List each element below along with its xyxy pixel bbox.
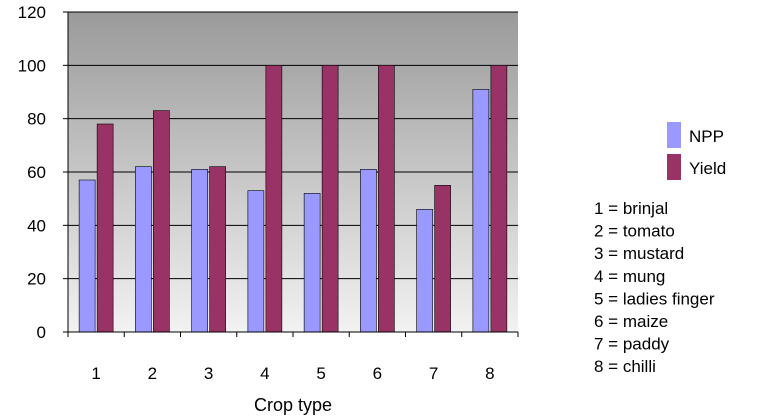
bar-yield-4 bbox=[265, 65, 283, 333]
crop-key-item-2: 2 = tomato bbox=[594, 222, 675, 241]
y-tick-labels: 0 20 40 60 80 100 120 bbox=[18, 3, 46, 342]
legend-swatch-npp bbox=[667, 122, 681, 148]
crop-key-item-4: 4 = mung bbox=[594, 267, 665, 286]
x-tick-label-3: 3 bbox=[204, 364, 213, 383]
crop-key-item-3: 3 = mustard bbox=[594, 244, 684, 263]
legend-label-yield: Yield bbox=[689, 159, 726, 178]
bar-yield-7 bbox=[434, 185, 451, 333]
crop-key-item-5: 5 = ladies finger bbox=[594, 289, 715, 308]
legend-label-npp: NPP bbox=[689, 127, 724, 146]
bar-npp-5 bbox=[303, 193, 321, 333]
x-tick-label-1: 1 bbox=[91, 364, 100, 383]
y-tick-label-20: 20 bbox=[27, 270, 46, 289]
crop-key-item-8: 8 = chilli bbox=[594, 357, 656, 376]
bars bbox=[78, 65, 508, 333]
y-tick-label-100: 100 bbox=[18, 56, 46, 75]
bar-npp-1 bbox=[78, 179, 96, 333]
crop-key-item-6: 6 = maize bbox=[594, 312, 668, 331]
y-tick-label-40: 40 bbox=[27, 216, 46, 235]
bar-npp-2 bbox=[135, 166, 152, 333]
bar-yield-1 bbox=[96, 123, 114, 333]
legend: NPP Yield bbox=[667, 122, 726, 180]
y-tick-label-60: 60 bbox=[27, 163, 46, 182]
crop-key: 1 = brinjal 2 = tomato 3 = mustard 4 = mung… bbox=[594, 199, 715, 376]
bar-yield-5 bbox=[321, 65, 339, 333]
y-tick-label-80: 80 bbox=[27, 110, 46, 129]
bar-npp-8 bbox=[472, 89, 490, 333]
bar-npp-4 bbox=[247, 190, 265, 333]
legend-swatch-yield bbox=[667, 154, 681, 180]
x-tick-label-8: 8 bbox=[485, 364, 494, 383]
x-tick-label-2: 2 bbox=[148, 364, 157, 383]
axes bbox=[63, 11, 519, 337]
bar-yield-2 bbox=[153, 110, 170, 333]
x-axis-label: Crop type bbox=[254, 395, 332, 415]
y-tick-label-0: 0 bbox=[37, 323, 46, 342]
crop-key-item-1: 1 = brinjal bbox=[594, 199, 668, 218]
bar-npp-6 bbox=[360, 169, 377, 333]
x-tick-label-4: 4 bbox=[260, 364, 269, 383]
bar-npp-3 bbox=[191, 169, 208, 333]
bar-yield-8 bbox=[490, 65, 508, 333]
x-tick-label-6: 6 bbox=[373, 364, 382, 383]
x-tick-labels: 1 2 3 4 5 6 7 8 bbox=[91, 364, 494, 383]
crop-key-item-7: 7 = paddy bbox=[594, 335, 670, 354]
bar-yield-6 bbox=[378, 65, 395, 333]
x-tick-label-5: 5 bbox=[316, 364, 325, 383]
bar-yield-3 bbox=[209, 166, 226, 333]
y-tick-label-120: 120 bbox=[18, 3, 46, 22]
x-tick-label-7: 7 bbox=[429, 364, 438, 383]
bar-npp-7 bbox=[416, 209, 433, 333]
